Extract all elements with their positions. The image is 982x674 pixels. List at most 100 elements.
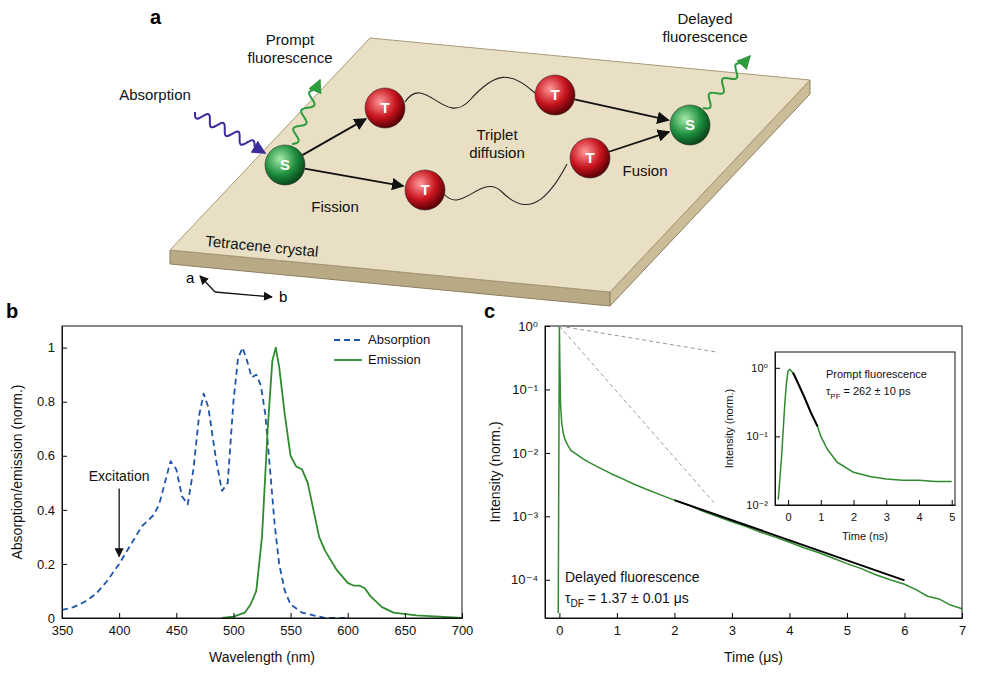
text-line: Prompt [266,31,315,48]
x-tick: 1 [614,613,621,638]
panel-a: aTetracene crystalabSTTTTSAbsorptionProm… [119,6,810,306]
x-tick: 5 [844,613,851,638]
x-tick-label: 4 [786,623,793,638]
plot-background [775,352,955,505]
text-line: Fission [311,198,359,215]
series-line [793,373,818,427]
transfer-arrow [305,169,404,187]
series-line [778,369,951,499]
x-tick-label: 1 [818,511,824,523]
axis-arrow-a [200,276,215,292]
absorption-label: Absorption [119,86,191,103]
annotation-value: τDF = 1.37 ± 0.01 μs [565,590,689,609]
exciton-sphere [670,105,710,145]
x-tick-mark [788,500,789,505]
y-tick-mark [62,456,67,457]
x-tick: 1 [818,500,824,523]
exciton-label: T [585,149,594,166]
y-tick-mark [62,348,67,349]
x-tick: 650 [395,613,417,638]
x-tick-label: 400 [109,623,131,638]
exciton: T [570,138,610,178]
x-tick: 5 [949,500,955,523]
y-tick-mark [545,389,550,390]
y-tick: 1 [48,340,67,355]
exciton-sphere [535,75,575,115]
text-line: Delayed [677,10,732,27]
y-tick-label: 10⁻² [512,446,538,461]
x-tick: 6 [901,613,908,638]
y-tick-label: 10⁻⁴ [511,572,538,587]
x-tick-label: 0 [556,623,563,638]
x-tick-label: 7 [959,623,966,638]
x-tick: 550 [280,613,302,638]
legend-swatch [334,359,362,361]
x-tick: 3 [884,500,890,523]
plot-frame [775,352,955,505]
x-tick-label: 650 [395,623,417,638]
transfer-arrow [575,99,669,120]
x-tick-label: 3 [729,623,736,638]
x-tick-mark [233,613,234,618]
exciton-label: S [280,156,290,173]
y-tick-mark [775,436,780,437]
diffusion-path [444,164,567,205]
y-tick-label: 10⁰ [518,319,538,334]
x-tick: 500 [223,613,245,638]
annotation-subscript: PF [830,392,840,401]
exciton: S [265,145,305,185]
y-tick-mark [62,564,67,565]
zoom-connector [559,326,716,505]
x-tick-label: 5 [949,511,955,523]
x-tick-mark [789,613,790,618]
x-tick: 450 [166,613,188,638]
x-tick-label: 3 [884,511,890,523]
diffusion-path [405,77,535,108]
x-tick-mark [732,613,733,618]
text-line: Triplet [476,126,518,143]
plot-marks [62,348,462,618]
exciton: T [535,75,575,115]
x-tick-mark [176,613,177,618]
y-tick-label: 0.6 [37,448,55,463]
y-tick-label: 10⁻¹ [746,430,768,442]
x-tick: 400 [109,613,131,638]
legend-label: Emission [368,352,421,367]
annotation-text: = 262 ± 10 ps [840,385,910,397]
x-tick-label: 500 [223,623,245,638]
y-tick: 10⁰ [751,362,780,374]
x-tick: 2 [851,500,857,523]
y-tick-mark [545,516,550,517]
transfer-arrow [302,119,366,155]
plot-frame [545,326,962,618]
x-axis-title: Wavelength (nm) [209,649,315,665]
x-tick-mark [291,613,292,618]
exciton-label: T [420,181,429,198]
x-tick-mark [559,613,560,618]
x-axis: 012345 [776,500,956,523]
x-tick-mark [119,613,120,618]
x-tick-mark [348,613,349,618]
plot-marks [778,369,951,499]
x-tick-label: 0 [786,511,792,523]
annotation-subscript: DF [571,598,584,609]
x-tick: 0 [556,613,563,638]
legend-label: Absorption [368,332,430,347]
x-tick-label: 600 [337,623,359,638]
y-tick-label: 0.2 [37,557,55,572]
x-axis: 350400450500550600650700 [52,613,474,638]
annotation: Excitation [89,468,150,484]
y-tick: 10⁻⁴ [511,572,550,587]
x-tick-label: 5 [844,623,851,638]
panel-letter: c [484,300,495,322]
zoom-connector [559,326,716,352]
x-tick-label: 2 [851,511,857,523]
x-axis-title: Time (ns) [842,530,888,542]
annotation: Prompt fluorescence [826,368,927,380]
y-tick-label: 10⁰ [751,362,768,374]
y-tick-label: 10⁻¹ [512,382,538,397]
legend-swatch [334,339,362,341]
chart-1: 0123456710⁰10⁻¹10⁻²10⁻³10⁻⁴Time (μs)Inte… [484,300,966,665]
x-axis-title: Time (μs) [724,649,783,665]
x-tick-label: 6 [901,623,908,638]
